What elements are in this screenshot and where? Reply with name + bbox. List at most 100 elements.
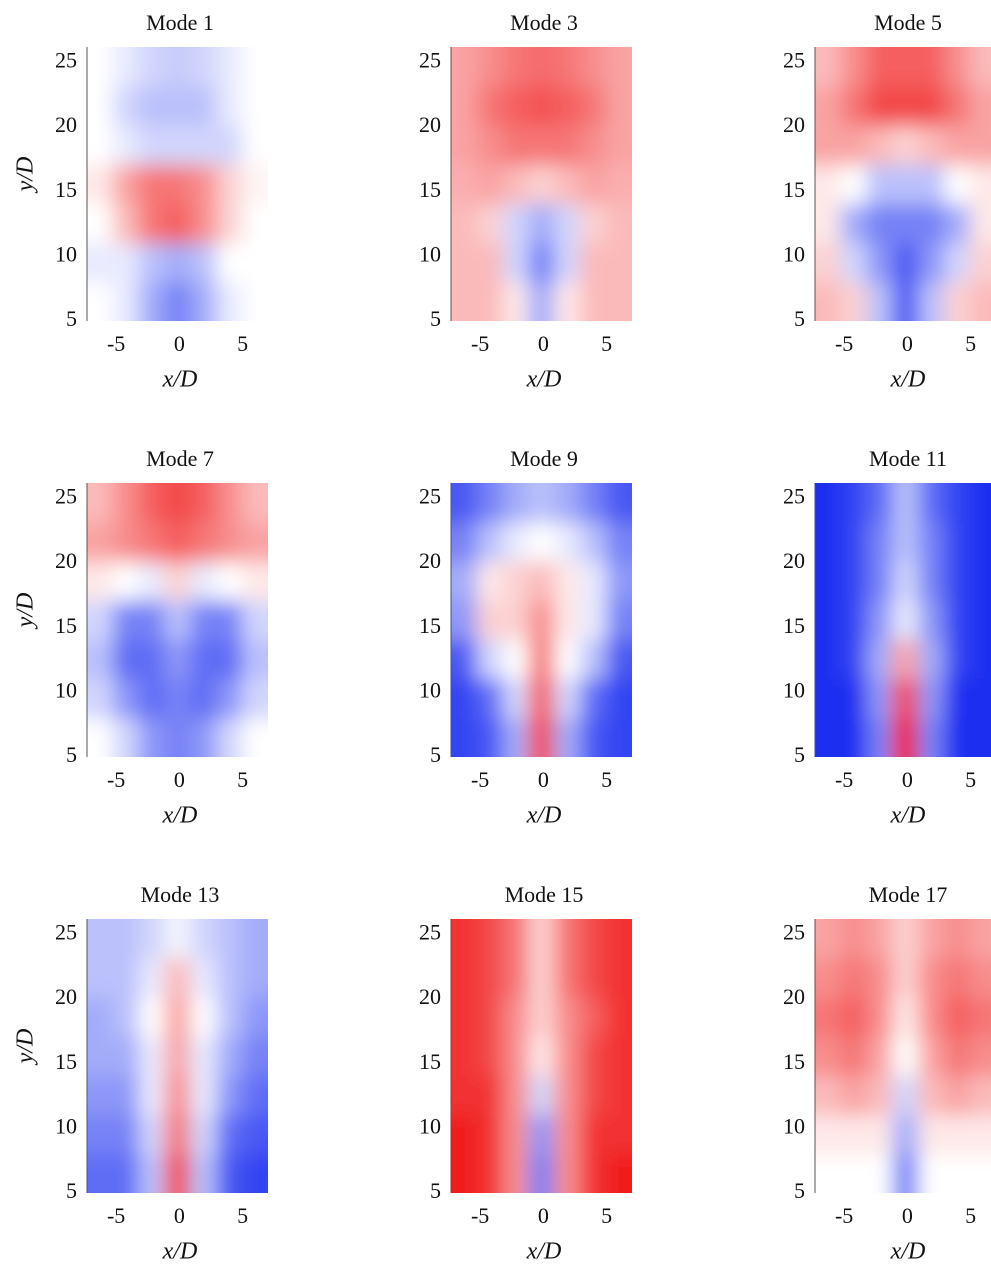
heatmap-cell bbox=[112, 242, 140, 283]
heatmap-cell bbox=[190, 522, 217, 562]
heatmap-cell bbox=[87, 717, 114, 757]
heatmap-cell bbox=[216, 203, 243, 244]
heatmap-cell bbox=[944, 1153, 971, 1193]
y-tick-label: 20 bbox=[55, 984, 77, 1009]
heatmap-cell bbox=[944, 678, 971, 719]
heatmap-cell bbox=[112, 1114, 140, 1155]
heatmap-cell bbox=[138, 561, 166, 601]
heatmap-cell bbox=[892, 1114, 919, 1155]
heatmap-cell bbox=[164, 600, 191, 641]
heatmap-cell bbox=[970, 1153, 991, 1193]
heatmap-cell bbox=[242, 639, 268, 680]
heatmap-cell bbox=[138, 919, 166, 959]
heatmap-cell bbox=[138, 717, 166, 757]
x-tick-label: -5 bbox=[835, 1203, 853, 1228]
heatmap-cell bbox=[606, 678, 632, 719]
x-tick-label: 0 bbox=[174, 331, 185, 356]
heatmap-cell bbox=[502, 281, 530, 321]
heatmap-cell bbox=[476, 242, 504, 283]
heatmap-cell bbox=[216, 522, 243, 562]
heatmap-cell bbox=[190, 164, 217, 205]
y-tick-label: 10 bbox=[783, 241, 805, 266]
heatmap-cell bbox=[216, 86, 243, 126]
x-tick-label: -5 bbox=[471, 331, 489, 356]
heatmap-cell bbox=[476, 483, 504, 523]
heatmap-cell bbox=[216, 47, 243, 87]
x-tick-label: -5 bbox=[107, 1203, 125, 1228]
heatmap-cell bbox=[476, 997, 504, 1037]
heatmap-cell bbox=[451, 678, 478, 719]
heatmap-cell bbox=[580, 203, 607, 244]
heatmap-cell bbox=[216, 600, 243, 641]
heatmap-cell bbox=[580, 919, 607, 959]
heatmap-cell bbox=[138, 1075, 166, 1116]
heatmap-cell bbox=[580, 600, 607, 641]
heatmap-cell bbox=[606, 125, 632, 165]
heatmap-cell bbox=[190, 717, 217, 757]
heatmap-cell bbox=[580, 164, 607, 205]
heatmap-cell bbox=[866, 997, 894, 1037]
x-axis-label: x/D bbox=[890, 367, 926, 393]
heatmap-cell bbox=[606, 1114, 632, 1155]
heatmap-cell bbox=[242, 281, 268, 321]
heatmap-cell bbox=[87, 47, 114, 87]
heatmap-cell bbox=[815, 281, 842, 321]
heatmap-cell bbox=[815, 242, 842, 283]
heatmap-cell bbox=[970, 125, 991, 165]
heatmap-cell bbox=[87, 958, 114, 998]
heatmap-cell bbox=[242, 125, 268, 165]
heatmap-cell bbox=[190, 86, 217, 126]
heatmap-cell bbox=[580, 958, 607, 998]
chart-title: Mode 15 bbox=[505, 882, 584, 907]
heatmap-cell bbox=[944, 717, 971, 757]
heatmap-cell bbox=[606, 483, 632, 523]
y-tick-label: 25 bbox=[783, 920, 805, 945]
x-tick-label: 0 bbox=[538, 331, 549, 356]
heatmap-cell bbox=[528, 203, 555, 244]
y-axis-label: y/D bbox=[13, 1029, 39, 1066]
heatmap-cell bbox=[451, 522, 478, 562]
heatmap-cell bbox=[815, 47, 842, 87]
x-axis-label: x/D bbox=[526, 1239, 562, 1265]
x-tick-label: 5 bbox=[965, 767, 976, 792]
heatmap-cell bbox=[242, 522, 268, 562]
heatmap-cell bbox=[892, 164, 919, 205]
heatmap-cell bbox=[451, 958, 478, 998]
heatmap-cell bbox=[138, 281, 166, 321]
heatmap-cell bbox=[892, 203, 919, 244]
heatmap-cell bbox=[528, 522, 555, 562]
heatmap-cell bbox=[918, 281, 945, 321]
heatmap-cell bbox=[528, 242, 555, 283]
heatmap-cell bbox=[918, 1153, 945, 1193]
heatmap-cell bbox=[866, 561, 894, 601]
heatmap-cell bbox=[970, 1075, 991, 1116]
chart-title: Mode 1 bbox=[146, 10, 214, 35]
heatmap-cell bbox=[138, 242, 166, 283]
heatmap-cell bbox=[866, 164, 894, 205]
heatmap-cell bbox=[866, 281, 894, 321]
heatmap-cell bbox=[554, 639, 581, 680]
heatmap-cell bbox=[451, 600, 478, 641]
heatmap-cell bbox=[190, 561, 217, 601]
heatmap-cell bbox=[138, 86, 166, 126]
heatmap-cell bbox=[944, 561, 971, 601]
heatmap-cells bbox=[451, 47, 632, 321]
heatmap-cell bbox=[815, 678, 842, 719]
heatmap-cell bbox=[815, 717, 842, 757]
heatmap-cell bbox=[580, 1036, 607, 1077]
heatmap-cell bbox=[815, 483, 842, 523]
heatmap-cell bbox=[242, 997, 268, 1037]
heatmap-cell bbox=[112, 678, 140, 719]
x-tick-label: 0 bbox=[902, 1203, 913, 1228]
heatmap-cell bbox=[840, 47, 868, 87]
heatmap-cell bbox=[112, 600, 140, 641]
heatmap-cell bbox=[528, 919, 555, 959]
heatmap-cell bbox=[87, 600, 114, 641]
y-tick-label: 15 bbox=[55, 1049, 77, 1074]
heatmap-cell bbox=[164, 125, 191, 165]
heatmap-cell bbox=[866, 717, 894, 757]
heatmap-cell bbox=[476, 164, 504, 205]
heatmap-cell bbox=[606, 600, 632, 641]
heatmap-cell bbox=[476, 639, 504, 680]
heatmap-cell bbox=[242, 1036, 268, 1077]
